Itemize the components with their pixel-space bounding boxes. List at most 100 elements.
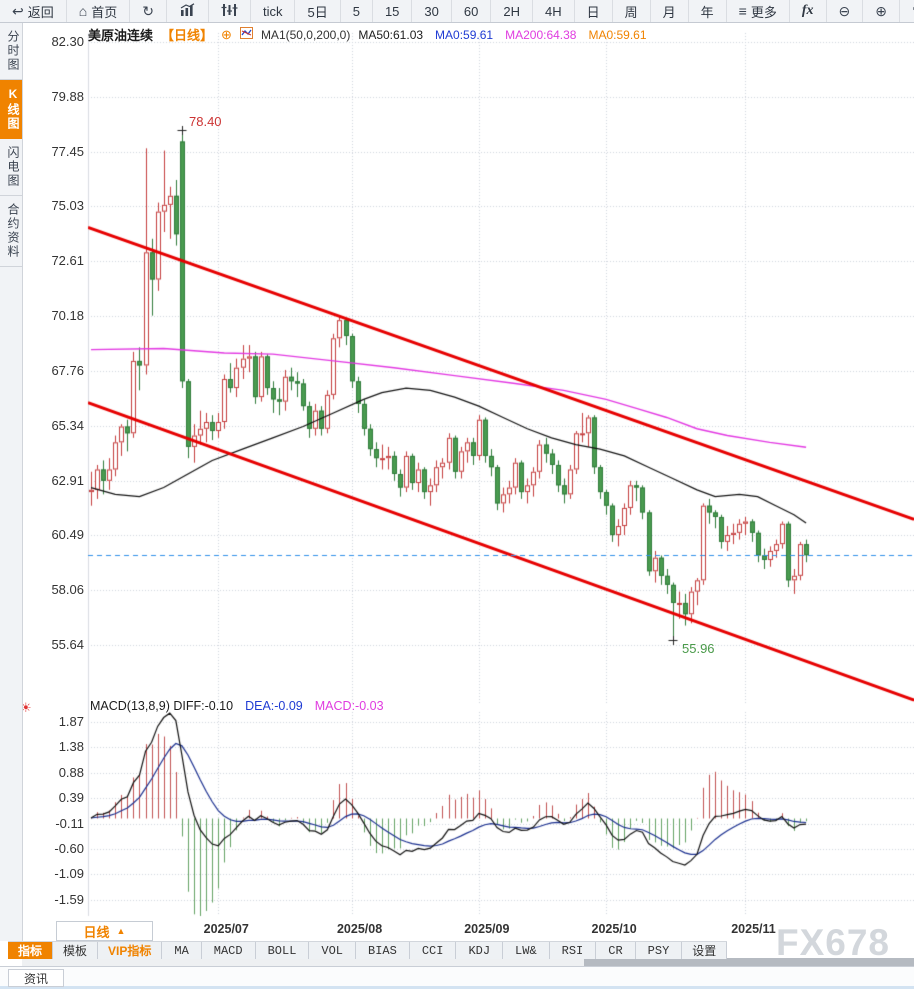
interval-month-button[interactable]: 月 xyxy=(651,0,689,22)
period-dropdown-label: 日线 xyxy=(83,924,110,940)
low-price-label: 55.96 xyxy=(682,641,715,656)
macd-tick-label: 0.39 xyxy=(58,789,84,805)
interval-15m-button[interactable]: 15 xyxy=(373,0,413,22)
interval-2h-button[interactable]: 2H xyxy=(491,0,533,22)
interval-year-button[interactable]: 年 xyxy=(689,0,727,22)
price-tick-label: 60.49 xyxy=(51,527,84,543)
toolbar-item-label: 5 xyxy=(352,3,360,19)
add-indicator-icon[interactable]: ⊕ xyxy=(221,26,232,42)
price-tick-label: 55.64 xyxy=(51,637,84,652)
ma-value-label: MA0:59.61 xyxy=(588,27,647,42)
scrollbar-thumb[interactable] xyxy=(583,958,914,966)
interval-60m-button[interactable]: 60 xyxy=(452,0,492,22)
news-tab[interactable]: 资讯 xyxy=(8,969,64,987)
tab-BOLL[interactable]: BOLL xyxy=(256,942,310,959)
tab-KDJ[interactable]: KDJ xyxy=(456,942,504,959)
tab-VOL[interactable]: VOL xyxy=(309,942,357,959)
period-dropdown-button[interactable]: 日线 ▲ xyxy=(56,921,153,941)
sidebar-item-合约资料[interactable]: 合约资料 xyxy=(0,196,22,267)
price-tick-label: 65.34 xyxy=(51,417,84,433)
horizontal-scrollbar[interactable] xyxy=(22,958,914,966)
pencil-icon: ✎ xyxy=(912,4,914,18)
tab-RSI[interactable]: RSI xyxy=(550,942,597,959)
refresh-button[interactable]: ↻ xyxy=(130,0,167,22)
toolbar-item-label: 5日 xyxy=(307,4,328,20)
back-button[interactable]: ↩ 返回 xyxy=(0,0,67,22)
interval-day-button[interactable]: 日 xyxy=(575,0,613,22)
draw-tool-button[interactable]: ✎ xyxy=(900,0,914,22)
toolbar-item-label: 4H xyxy=(544,3,562,19)
interval-tick-button[interactable]: tick xyxy=(251,0,296,22)
macd-tick-label: -0.60 xyxy=(54,840,84,856)
sidebar-item-K线图[interactable]: K线图 xyxy=(0,80,22,139)
barchart-icon xyxy=(179,3,196,19)
menu-icon: ≡ xyxy=(738,3,747,19)
price-tick-label: 82.30 xyxy=(51,34,84,49)
chart-type-icon xyxy=(239,27,253,42)
toolbar-item-label: 月 xyxy=(662,4,676,20)
toolbar-item-label: 年 xyxy=(700,4,714,20)
tab-MA[interactable]: MA xyxy=(162,942,202,959)
xaxis-row xyxy=(22,920,914,941)
interval-5m-button[interactable]: 5 xyxy=(341,0,373,22)
indicator-settings-icon[interactable]: ☀ xyxy=(20,700,32,715)
toolbar-item-label: 首页 xyxy=(91,4,118,20)
price-tick-label: 72.61 xyxy=(51,253,84,269)
more-menu-button[interactable]: ≡ 更多 xyxy=(727,0,790,22)
date-tick-label: 2025/07 xyxy=(203,922,249,936)
zoomout-icon: ⊖ xyxy=(838,3,851,19)
macd-tick-label: -1.09 xyxy=(54,866,84,882)
macd-tick-label: 0.88 xyxy=(58,764,84,780)
tab-VIP指标[interactable]: VIP指标 xyxy=(98,942,163,959)
toolbar-item-label: 返回 xyxy=(27,4,54,20)
status-bar: 资讯 xyxy=(0,966,914,989)
toolbar-item-label: 日 xyxy=(586,4,600,20)
zoom-out-button[interactable]: ⊖ xyxy=(827,0,864,22)
tab-设置[interactable]: 设置 xyxy=(682,942,728,959)
date-tick-label: 2025/11 xyxy=(731,922,776,936)
ma-value-labels: MA50:61.03 MA0:59.61 MA200:64.38 MA0:59.61 xyxy=(358,28,646,42)
tab-模板[interactable]: 模板 xyxy=(53,942,99,959)
macd-value-label: MACD(13,8,9) DIFF:-0.10 xyxy=(90,699,234,713)
interval-week-button[interactable]: 周 xyxy=(613,0,651,22)
back-icon: ↩ xyxy=(12,3,24,19)
tab-指标[interactable]: 指标 xyxy=(8,942,54,959)
formula-fx-button[interactable]: fx xyxy=(790,0,827,22)
toolbar-item-label: 15 xyxy=(384,3,400,19)
tab-CR[interactable]: CR xyxy=(596,942,636,959)
high-price-label: 78.40 xyxy=(189,114,222,129)
interval-30m-button[interactable]: 30 xyxy=(412,0,452,22)
ma-value-label: MA200:64.38 xyxy=(505,27,577,42)
sidebar-item-分时图[interactable]: 分时图 xyxy=(0,23,22,80)
home-icon: ⌂ xyxy=(78,3,88,19)
chart-style-bar-button[interactable] xyxy=(167,0,209,22)
zoom-in-button[interactable]: ⊕ xyxy=(863,0,900,22)
ma-value-label: MA0:59.61 xyxy=(435,27,494,42)
tab-BIAS[interactable]: BIAS xyxy=(356,942,410,959)
sidebar-item-闪电图[interactable]: 闪电图 xyxy=(0,139,22,196)
tab-CCI[interactable]: CCI xyxy=(410,942,457,959)
date-tick-label: 2025/10 xyxy=(591,922,637,936)
chevron-up-icon: ▲ xyxy=(116,926,126,936)
interval-5d-button[interactable]: 5日 xyxy=(295,0,341,22)
macd-value-label: MACD:-0.03 xyxy=(314,699,384,713)
fx-icon: fx xyxy=(801,3,814,18)
price-tick-label: 79.88 xyxy=(51,88,84,104)
chart-style-candle-button[interactable] xyxy=(209,0,251,22)
indicator-tab-bar: 指标 模板 VIP指标 MA MACD BOLL VOL BIAS CCI KDJ LW& RSI CR… xyxy=(8,941,728,959)
toolbar-item-label: tick xyxy=(262,3,283,19)
macd-value-label: DEA:-0.09 xyxy=(245,699,303,713)
toolbar-item-label: 30 xyxy=(424,3,439,19)
period-label[interactable]: 【日线】 xyxy=(161,28,214,43)
ma-settings-label: MA1(50,0,200,0) xyxy=(260,27,351,42)
price-tick-label: 70.18 xyxy=(51,308,84,324)
tab-LW&[interactable]: LW& xyxy=(503,942,550,959)
tab-MACD[interactable]: MACD xyxy=(202,942,256,959)
interval-4h-button[interactable]: 4H xyxy=(533,0,575,22)
tab-PSY[interactable]: PSY xyxy=(636,942,683,959)
home-button[interactable]: ⌂ 首页 xyxy=(67,0,131,22)
watermark: FX678 xyxy=(776,922,891,963)
refresh-icon: ↻ xyxy=(142,3,154,19)
